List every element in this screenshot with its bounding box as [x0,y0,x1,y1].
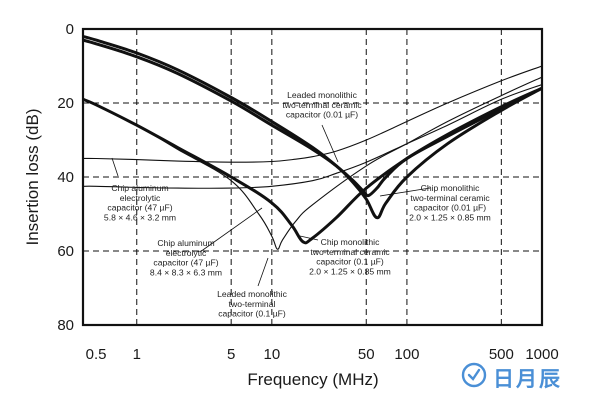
plot-frame [81,27,544,327]
annotation-1: Leaded monolithic two-terminal ceramic cap… [282,90,362,120]
annotation-leader [257,257,269,287]
annotation-line: Chip aluminum [111,183,168,193]
annotation-line: 8.4 × 8.3 × 6.3 mm [150,267,222,277]
annotation-5: Chip monolithic two-terminal ceramic capac… [309,237,391,276]
annotation-line: two-terminal [229,299,276,309]
annotation-line: Leaded monolithic [287,90,357,100]
y-tick-label: 20 [57,95,74,112]
y-tick-label: 40 [57,169,74,186]
annotation-leader [111,157,119,177]
annotation-line: capacitor (47 µF) [107,203,172,213]
x-tick-labels: 0.5 1 5 10 50 100 500 1000 [86,346,559,363]
annotation-4: Chip monolithic two-terminal ceramic capac… [409,183,491,222]
x-tick-label: 10 [263,346,280,363]
x-tick-label: 5 [227,346,235,363]
annotation-leader [379,187,431,197]
annotation-line: Leaded monolithic [217,289,287,299]
annotation-6: Leaded monolithic two-terminal capacitor (… [217,289,287,319]
series-line-1 [83,65,542,163]
series-line-6 [83,76,542,250]
x-tick-label: 100 [394,346,419,363]
annotation-line: capacitor (0.01 µF) [414,203,486,213]
watermark-text: 日月辰 [493,367,562,391]
x-tick-label: 0.5 [86,346,107,363]
annotation-line: capacitor (0.1 µF) [316,257,384,267]
annotation-leader [299,235,319,241]
annotation-3: Chip aluminum electrolytic capacitor (47 µ… [150,238,222,277]
annotation-line: electrolytic [166,248,207,258]
annotation-line: capacitor (47 µF) [153,258,218,268]
annotation-line: capacitor (0.1 µF) [218,309,286,319]
y-tick-label: 0 [66,21,74,38]
annotation-line: Chip monolithic [421,183,480,193]
y-tick-labels: 0 20 40 60 80 [57,21,74,334]
x-tick-label: 50 [358,346,375,363]
annotation-2: Chip aluminum electrolytic capacitor (47 µ… [104,183,176,222]
annotation-line: electrolytic [120,193,161,203]
series-curves [83,34,542,250]
circular-logo-icon [461,362,487,388]
series-line-4 [83,38,542,220]
annotation-leader [199,207,263,253]
x-tick-label: 500 [489,346,514,363]
annotations: Leaded monolithic two-terminal ceramic cap… [104,90,491,319]
annotation-line: two-terminal ceramic [282,100,362,110]
annotation-leaders [111,124,431,287]
annotation-line: two-terminal ceramic [410,193,490,203]
y-axis-label: Insertion loss (dB) [23,109,42,246]
x-axis-label: Frequency (MHz) [247,370,378,389]
x-tick-label: 1000 [525,346,558,363]
watermark: 日月辰 [460,359,595,393]
annotation-line: capacitor (0.01 µF) [286,110,358,120]
annotation-line: two-terminal ceramic [310,247,390,257]
x-tick-label: 1 [133,346,141,363]
series-line-2 [83,83,542,189]
y-tick-label: 80 [57,317,74,334]
annotation-line: Chip monolithic [321,237,380,247]
grid-lines [83,29,542,325]
y-tick-label: 60 [57,243,74,260]
annotation-line: 2.0 × 1.25 × 0.85 mm [409,212,491,222]
annotation-line: Chip aluminum [157,238,214,248]
annotation-line: 2.0 × 1.25 × 0.85 mm [309,266,391,276]
annotation-line: 5.8 × 4.6 × 3.2 mm [104,212,176,222]
annotation-leader [321,124,339,163]
